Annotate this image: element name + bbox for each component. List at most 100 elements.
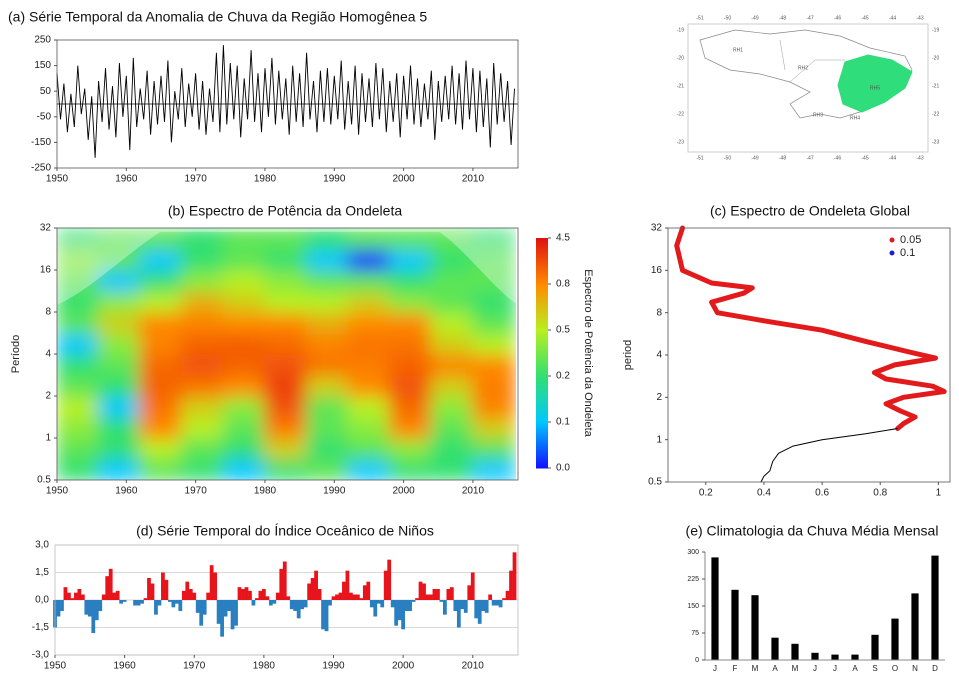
heat-cell [222,373,266,397]
heat-cell [347,373,391,397]
heat-cell [57,269,100,293]
heat-cell [347,353,391,376]
heat-cell [430,269,474,293]
oni-bar [321,600,325,630]
heat-cell [263,290,308,313]
chart-title: (e) Climatologia da Chuva Média Mensal [686,523,939,539]
heat-cell [388,437,433,460]
y-tick-label: 4 [45,349,51,360]
map-region-label: RH2 [798,65,808,71]
x-tick-label: M [752,664,759,673]
heat-cell [305,395,350,419]
oni-bar [84,600,89,615]
map-y-tick-label: -21 [677,83,684,89]
oni-bar [98,600,103,611]
heat-cell [263,395,308,419]
oni-bar [241,589,245,600]
oni-bar [355,594,360,600]
x-tick-label: J [713,664,717,673]
heat-cell [57,457,100,480]
spectrum-line [674,225,947,431]
x-tick-label: 2010 [462,661,485,672]
oni-bar [380,600,385,608]
bar [931,555,939,660]
map: -51 -51 -50 -50 -49 -49 -48 -48 -47 -47 -46 -46 -45 -… [677,15,940,161]
x-tick-label: A [772,664,778,673]
y-tick-label: 8 [656,307,662,318]
y-tick-label: -150 [31,137,51,148]
heat-cell [471,228,516,251]
oni-bar [133,600,137,606]
heat-cell [388,373,433,397]
x-tick-label: 0.8 [873,488,887,499]
heatmap [57,228,516,480]
oni-bar [411,600,416,602]
oni-bar [154,600,158,615]
heat-cell [305,457,350,480]
oni-bar [449,587,454,600]
bar [871,634,879,660]
x-tick-label: 2000 [392,174,415,185]
oni-bar [192,592,197,600]
oni-bar [314,570,318,600]
oni-bar [429,594,433,600]
oni-bar [422,583,426,600]
oni-bar [345,570,350,600]
x-tick-label: 1 [936,488,942,499]
oni-bar [272,600,277,604]
oni-bar [94,600,99,621]
oni-bar [383,570,388,600]
heat-cell [180,311,225,334]
x-tick-label: 1980 [254,174,277,185]
y-tick-label: -3,0 [32,650,50,661]
map-x-tick-label: -46 [834,15,841,21]
bar [771,637,779,660]
heat-cell [57,395,100,419]
map-x-tick-label: -46 [834,155,841,161]
heat-cell [263,331,308,355]
oni-bar [185,581,190,600]
bar [711,557,719,660]
y-tick-label: 32 [40,223,52,234]
oni-bar [147,578,151,600]
x-tick-label: N [912,664,918,673]
heat-cell [263,416,308,439]
heat-cell [97,373,142,397]
x-tick-label: O [892,664,898,673]
heat-cell [222,290,266,313]
oni-bar [512,552,517,600]
panel: (c) Espectro de Ondeleta Global 0.5 1 2 4 8 16… [622,203,951,499]
map-x-tick-label: -43 [916,155,923,161]
heat-cell [388,416,433,439]
oni-bar [481,600,486,611]
heat-cell [471,416,516,439]
oni-bar [157,600,162,606]
heat-cell [471,248,516,271]
map-y-tick-label: -20 [932,55,939,61]
oni-bar [63,587,68,600]
oni-bar [251,600,256,606]
heat-cell [388,248,433,271]
colorbar-tick-label: 0.2 [556,371,570,382]
heat-cell [222,395,266,419]
map-x-tick-label: -44 [889,155,896,161]
heat-cell [347,331,391,355]
colorbar-segment [536,376,548,423]
heat-cell [347,290,391,313]
y-tick-label: -1,5 [32,622,50,633]
chart-title: (c) Espectro de Ondeleta Global [710,203,910,219]
heat-cell [305,353,350,376]
colorbar-tick-label: 0.1 [556,417,570,428]
heat-cell [263,457,308,480]
map-x-tick-label: -47 [806,155,813,161]
colorbar-segment [536,238,548,285]
heat-cell [57,290,100,313]
oni-bar [178,600,183,611]
heat-cell [97,416,142,439]
bar [891,618,899,660]
bar [831,654,839,660]
spectrum-line [760,428,899,483]
oni-bar [122,600,127,602]
oni-bar [303,600,308,608]
oni-bar [248,590,252,600]
